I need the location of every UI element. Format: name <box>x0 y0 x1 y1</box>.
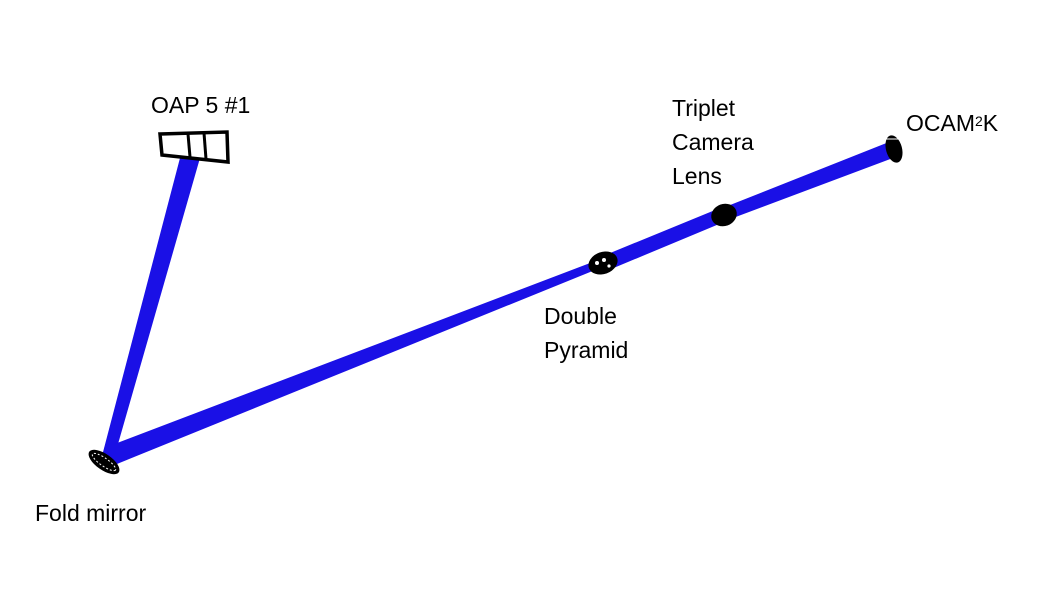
label-ocam-suffix: K <box>982 110 999 136</box>
ocam-camera-component <box>885 135 903 163</box>
label-triplet-line3: Lens <box>672 163 722 189</box>
label-double-pyramid-line2: Pyramid <box>544 337 629 363</box>
fold-mirror-component <box>88 449 120 475</box>
beam-pyramid-to-triplet <box>598 208 724 272</box>
oap-mirror-component <box>158 130 230 164</box>
label-ocam-superscript: 2 <box>975 113 983 129</box>
beam-oap-to-fold <box>102 158 200 458</box>
double-pyramid-component <box>588 251 618 275</box>
label-fold-mirror: Fold mirror <box>35 500 147 526</box>
beam-fold-to-pyramid <box>104 260 600 466</box>
label-double-pyramid-line1: Double <box>544 303 617 329</box>
label-triplet-line2: Camera <box>672 129 754 155</box>
label-ocam-base: OCAM <box>906 110 975 136</box>
label-double-pyramid: Double Pyramid <box>544 299 628 367</box>
beam-triplet-to-ocam <box>720 142 893 221</box>
label-oap: OAP 5 #1 <box>151 92 251 118</box>
label-triplet-lens: Triplet Camera Lens <box>672 91 754 193</box>
label-triplet-line1: Triplet <box>672 95 736 121</box>
triplet-lens-component <box>711 203 737 227</box>
label-ocam: OCAM2K <box>906 106 998 140</box>
